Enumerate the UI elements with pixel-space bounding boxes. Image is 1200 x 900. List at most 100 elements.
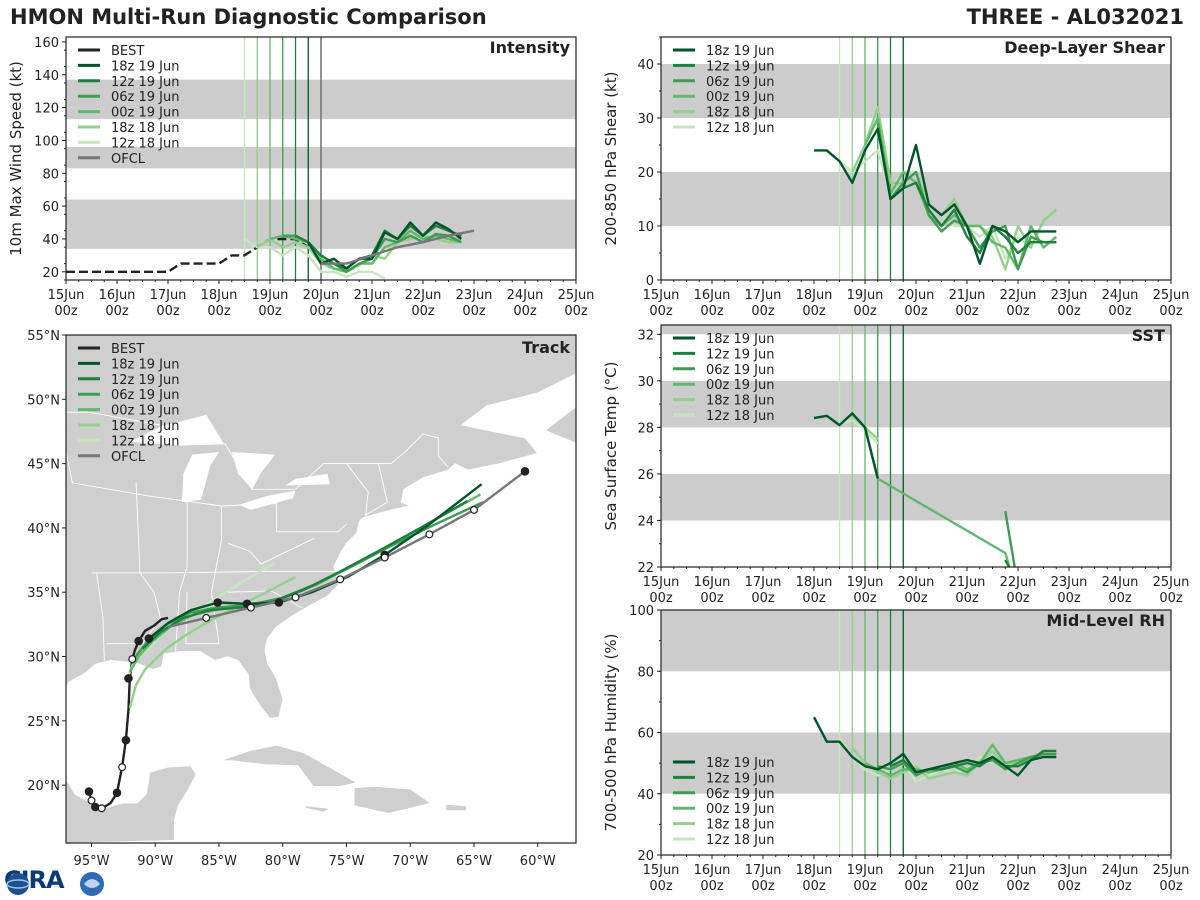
sst-xtick-label-day: 19Jun: [847, 575, 884, 590]
sst-ylabel: Sea Surface Temp (°C): [602, 361, 620, 530]
intensity-xtick-label-day: 21Jun: [354, 288, 391, 303]
track-fix-open-ofcl: [336, 575, 345, 584]
shear-xtick-label-day: 17Jun: [745, 288, 782, 303]
track-legend-label-ofcl: OFCL: [111, 450, 146, 465]
state-border-4: [275, 502, 347, 533]
shear-xtick-label-day: 23Jun: [1051, 288, 1088, 303]
sst-series-18z-19-jun: [813, 412, 879, 479]
track-xtick-label: 90°W: [137, 854, 173, 869]
intensity-xtick-label-day: 25Jun: [558, 288, 595, 303]
intensity-xtick-label-hour: 00z: [411, 304, 435, 319]
sst-xtick-label-day: 16Jun: [694, 575, 731, 590]
cira-logo-globe: [7, 873, 29, 895]
shear-xtick-label-hour: 00z: [751, 304, 775, 319]
track-xtick-label: 60°W: [520, 854, 556, 869]
shear-ytick-label: 0: [646, 274, 654, 289]
sst-series-12z-18-jun: [839, 419, 879, 445]
track-fix-closed-best: [121, 735, 131, 745]
sst-series-06z-19-jun: [1004, 511, 1016, 567]
rh-xtick-label-day: 17Jun: [745, 863, 782, 878]
sst-legend-label-12z-18-jun: 12z 18 Jun: [706, 409, 775, 424]
shear-legend-label-18z-19-jun: 18z 19 Jun: [706, 44, 775, 59]
intensity-ytick-label: 120: [34, 102, 59, 117]
rh-legend-label-18z-18-jun: 18z 18 Jun: [706, 818, 775, 833]
intensity-ytick-label: 20: [42, 266, 59, 281]
rh-xtick-label-day: 20Jun: [898, 863, 935, 878]
intensity-panel: 2040608010012014016015Jun00z16Jun00z17Ju…: [7, 36, 594, 319]
intensity-legend-label-18z-18-jun: 18z 18 Jun: [111, 121, 180, 136]
cira-logo-orbit: [6, 879, 30, 889]
track-fix-open-best: [118, 763, 127, 772]
intensity-series-best: [66, 237, 309, 273]
rh-ytick-label: 100: [629, 604, 654, 619]
rh-series-18z-19-jun: [812, 716, 1057, 777]
rh-xtick-label-hour: 00z: [700, 879, 724, 894]
intensity-xtick-label-hour: 00z: [360, 304, 384, 319]
lake-huron: [231, 452, 276, 490]
shear-xtick-label-day: 24Jun: [1102, 288, 1139, 303]
rh-xtick-label-day: 18Jun: [796, 863, 833, 878]
sst-xtick-label-day: 15Jun: [643, 575, 680, 590]
shear-legend-label-06z-19-jun: 06z 19 Jun: [706, 75, 775, 90]
intensity-legend-label-12z-18-jun: 12z 18 Jun: [111, 136, 180, 151]
sst-legend-label-12z-19-jun: 12z 19 Jun: [706, 347, 775, 362]
shear-xtick-label-hour: 00z: [700, 304, 724, 319]
rh-xtick-label-day: 21Jun: [949, 863, 986, 878]
sst-xtick-label-day: 17Jun: [745, 575, 782, 590]
shear-xtick-label-day: 21Jun: [949, 288, 986, 303]
sst-xtick-label-day: 18Jun: [796, 575, 833, 590]
rh-ylabel: 700-500 hPa Humidity (%): [602, 633, 620, 831]
shear-panel: 01020304015Jun00z16Jun00z17Jun00z18Jun00…: [602, 36, 1190, 319]
track-fix-open-ofcl: [202, 613, 211, 622]
shear-ytick-label: 40: [637, 58, 654, 73]
intensity-ytick-label: 140: [34, 69, 59, 84]
shear-band-0: [661, 172, 1171, 226]
shear-xtick-label-hour: 00z: [649, 304, 673, 319]
intensity-xtick-label-day: 24Jun: [507, 288, 544, 303]
sst-xtick-label-hour: 00z: [1006, 591, 1030, 606]
track-frame: [65, 334, 577, 844]
track-legend-label-12z-18-jun: 12z 18 Jun: [111, 434, 180, 449]
rh-xtick-label-hour: 00z: [751, 879, 775, 894]
track-fix-open-ofcl: [291, 593, 300, 602]
state-border-8: [96, 572, 105, 661]
shear-xtick-label-day: 25Jun: [1153, 288, 1190, 303]
track-fix-closed-best: [124, 674, 133, 683]
rh-xtick-label-hour: 00z: [1159, 879, 1183, 894]
rh-xtick-label-hour: 00z: [853, 879, 877, 894]
intensity-legend-label-12z-19-jun: 12z 19 Jun: [111, 75, 180, 90]
track-xtick-label: 75°W: [329, 854, 365, 869]
track-xtick-label: 80°W: [265, 854, 301, 869]
sst-xtick-label-day: 23Jun: [1051, 575, 1088, 590]
track-fix-open-ofcl: [246, 603, 255, 612]
intensity-legend-label-18z-19-jun: 18z 19 Jun: [111, 59, 180, 74]
sst-xtick-label-day: 21Jun: [949, 575, 986, 590]
rh-xtick-label-hour: 00z: [955, 879, 979, 894]
shear-xtick-label-day: 20Jun: [898, 288, 935, 303]
sst-xtick-label-hour: 00z: [649, 591, 673, 606]
sst-xtick-label-hour: 00z: [904, 591, 928, 606]
track-fix-closed-18z-19-jun: [144, 634, 154, 643]
track-legend-label-06z-19-jun: 06z 19 Jun: [111, 388, 180, 403]
track-panel-label: Track: [522, 338, 570, 357]
lake-michigan: [182, 452, 219, 503]
intensity-ytick-label: 160: [34, 36, 59, 51]
sst-xtick-label-hour: 00z: [1159, 591, 1183, 606]
intensity-xtick-label-hour: 00z: [54, 304, 78, 319]
sst-ytick-label: 28: [637, 421, 654, 436]
track-fix-closed-best: [112, 788, 122, 798]
sst-xtick-label-day: 25Jun: [1153, 575, 1190, 590]
intensity-ytick-label: 80: [42, 167, 59, 182]
rh-panel: 2040608010015Jun00z16Jun00z17Jun00z18Jun…: [602, 604, 1189, 894]
shear-xtick-label-hour: 00z: [802, 304, 826, 319]
sst-band-1: [661, 380, 1171, 428]
rh-xtick-label-hour: 00z: [1057, 879, 1081, 894]
shear-ytick-label: 10: [637, 220, 654, 235]
sst-background: [661, 325, 1171, 567]
track-fix-open-best: [97, 804, 106, 813]
track-fix-open-best: [128, 655, 137, 664]
intensity-xtick-label-hour: 00z: [105, 304, 129, 319]
sst-band-0: [661, 473, 1171, 521]
shear-xtick-label-day: 22Jun: [1000, 288, 1037, 303]
